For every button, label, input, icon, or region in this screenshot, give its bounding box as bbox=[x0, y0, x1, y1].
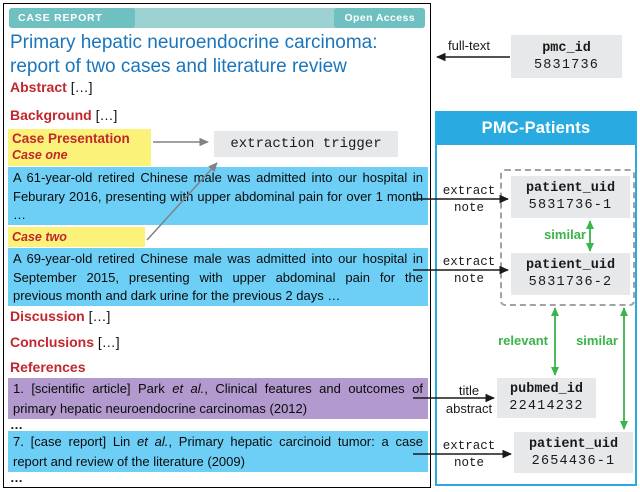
case-presentation-heading: Case Presentation bbox=[12, 131, 130, 146]
note-edge-label: note bbox=[453, 201, 484, 215]
section-heading: Background bbox=[10, 107, 92, 123]
extract-edge-label: extract bbox=[442, 439, 496, 453]
case-two-label: Case two bbox=[12, 230, 67, 244]
extraction-trigger-box: extraction trigger bbox=[214, 131, 398, 157]
references-ellipsis: … bbox=[10, 470, 24, 485]
reference-1-scientific-article: 1. [scientific article] Park et al., Cli… bbox=[8, 378, 428, 419]
extract-edge-label: extract bbox=[442, 184, 496, 198]
section-references: References bbox=[10, 360, 86, 375]
record-field-name: patient_uid bbox=[525, 181, 616, 196]
case-two-note: A 69-year-old retired Chinese male was a… bbox=[8, 248, 428, 306]
pmc-id-record: pmc_id 5831736 bbox=[511, 35, 622, 78]
section-heading: Discussion bbox=[10, 308, 85, 324]
note-edge-label: note bbox=[453, 272, 484, 286]
article-title: Primary hepatic neuroendocrine carcinoma… bbox=[10, 32, 378, 77]
reference-text: , Clinical features and outcomes of prim… bbox=[13, 381, 423, 416]
similar-relation-label: similar bbox=[544, 227, 586, 242]
section-background: Background […] bbox=[10, 108, 117, 123]
record-field-value: 2654436-1 bbox=[531, 453, 616, 469]
extract-edge-label: extract bbox=[442, 255, 496, 269]
reference-text: , Primary hepatic carcinoid tumor: a cas… bbox=[13, 434, 424, 469]
journal-banner: CASE REPORT Open Access bbox=[9, 8, 425, 28]
pmc-patients-panel-title: PMC-Patients bbox=[435, 111, 637, 145]
case-two-highlight: Case two bbox=[8, 227, 145, 247]
reference-etal: et al. bbox=[172, 381, 205, 396]
pubmed-id-record: pubmed_id 22414232 bbox=[497, 378, 596, 418]
case-presentation-highlight: Case Presentation Case one bbox=[8, 129, 151, 166]
relevant-relation-label: relevant bbox=[498, 333, 548, 348]
pmc-patients-panel bbox=[435, 111, 637, 486]
reference-etal: et al. bbox=[137, 434, 169, 449]
record-field-value: 5831736-2 bbox=[528, 275, 613, 290]
record-field-name: pubmed_id bbox=[510, 382, 583, 397]
section-ellipsis: […] bbox=[88, 308, 111, 324]
reference-text: 7. [case report] Lin bbox=[13, 434, 138, 449]
record-field-value: 5831736 bbox=[533, 57, 600, 73]
patient-uid-record-2: patient_uid 5831736-2 bbox=[511, 253, 630, 295]
record-field-value: 5831736-1 bbox=[528, 198, 613, 213]
section-heading: References bbox=[10, 359, 86, 375]
record-field-value: 22414232 bbox=[509, 399, 584, 414]
full-text-edge-label: full-text bbox=[448, 38, 490, 53]
case-one-note: A 61-year-old retired Chinese male was a… bbox=[8, 167, 428, 225]
abstract-edge-label: abstract bbox=[445, 401, 493, 416]
similar-relation-label: similar bbox=[576, 333, 618, 348]
section-heading: Conclusions bbox=[10, 334, 95, 350]
record-field-name: patient_uid bbox=[528, 436, 619, 452]
section-abstract: Abstract […] bbox=[10, 80, 92, 95]
section-discussion: Discussion […] bbox=[10, 309, 110, 324]
title-edge-label: title bbox=[458, 383, 480, 398]
patient-uid-record-3: patient_uid 2654436-1 bbox=[514, 432, 633, 473]
reference-7-case-report: 7. [case report] Lin et al., Primary hep… bbox=[8, 431, 428, 472]
record-field-name: pmc_id bbox=[542, 40, 591, 56]
same-article-patients-group bbox=[500, 169, 635, 306]
section-ellipsis: […] bbox=[70, 79, 93, 95]
open-access-badge: Open Access bbox=[334, 8, 425, 28]
section-conclusions: Conclusions […] bbox=[10, 335, 120, 350]
patient-uid-record-1: patient_uid 5831736-1 bbox=[511, 176, 630, 218]
note-edge-label: note bbox=[453, 456, 484, 470]
reference-text: 1. [scientific article] Park bbox=[13, 381, 173, 396]
references-ellipsis: … bbox=[10, 417, 24, 432]
section-ellipsis: […] bbox=[97, 334, 120, 350]
record-field-name: patient_uid bbox=[525, 258, 616, 273]
case-one-label: Case one bbox=[12, 148, 68, 162]
article-type-badge: CASE REPORT bbox=[9, 8, 135, 28]
section-heading: Abstract bbox=[10, 79, 67, 95]
section-ellipsis: […] bbox=[95, 107, 118, 123]
